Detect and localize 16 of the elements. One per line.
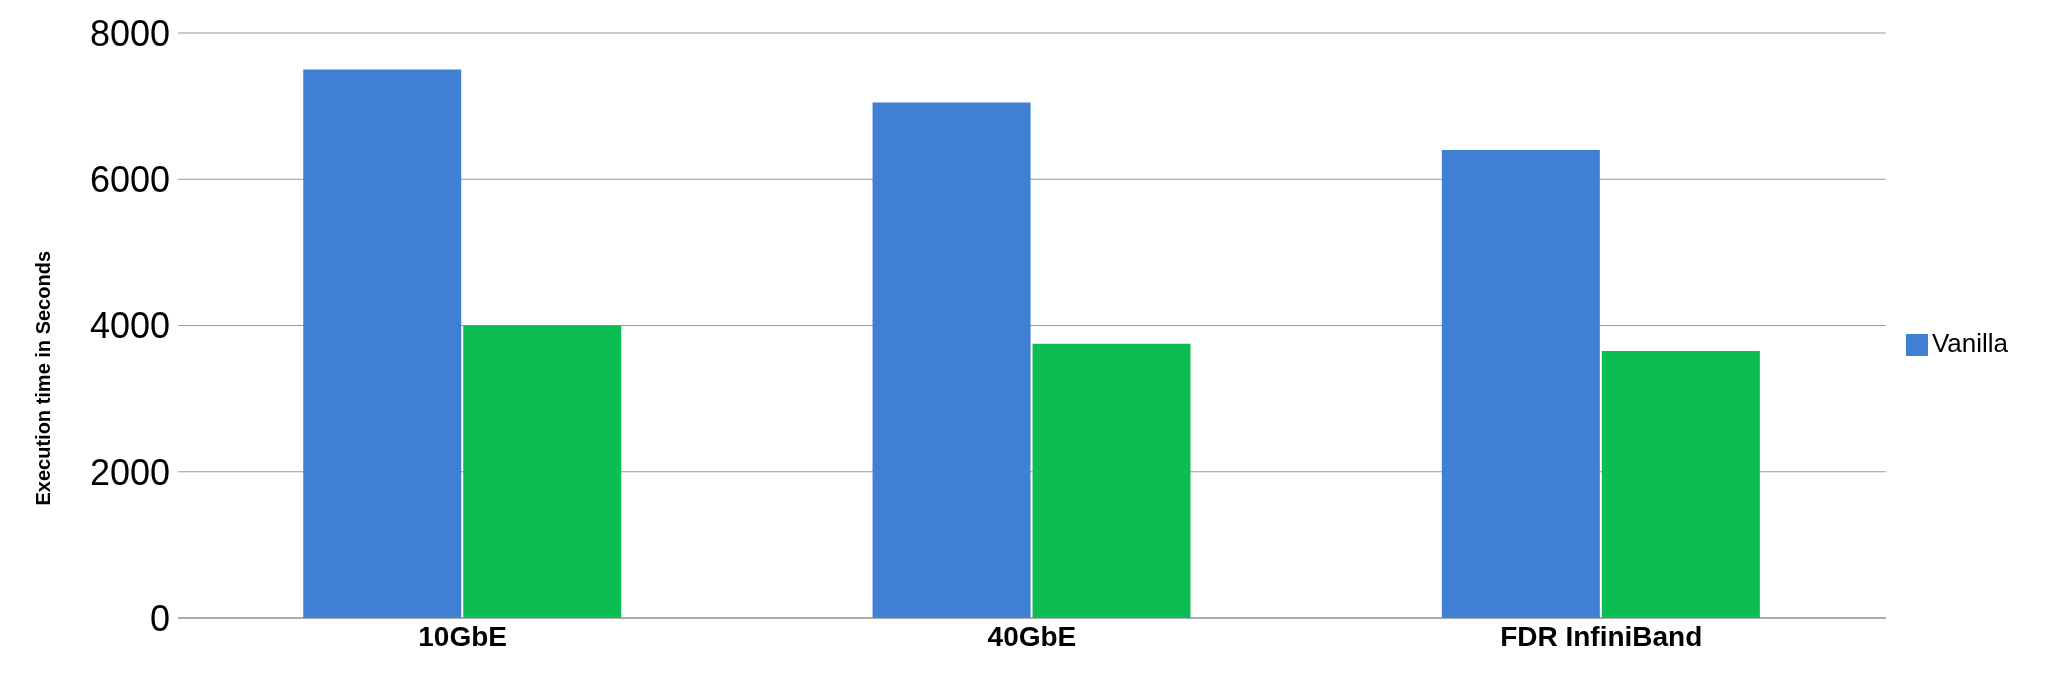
bar bbox=[303, 69, 462, 618]
bar bbox=[1601, 351, 1760, 618]
y-tick-label: 8000 bbox=[89, 12, 170, 54]
legend-label: Vanilla bbox=[1931, 327, 2008, 358]
bar bbox=[1441, 150, 1600, 618]
x-tick-label: FDR InfiniBand bbox=[1500, 620, 1703, 652]
y-tick-label: 6000 bbox=[89, 159, 170, 201]
x-tick-label: 10GbE bbox=[418, 620, 507, 652]
x-tick-label: 40GbE bbox=[987, 620, 1077, 652]
bar bbox=[463, 325, 622, 618]
y-tick-label: 2000 bbox=[89, 451, 170, 493]
bar bbox=[872, 102, 1031, 618]
y-tick-label: 4000 bbox=[89, 305, 170, 347]
y-axis-title: Execution time in Seconds bbox=[32, 250, 55, 506]
bar bbox=[1032, 343, 1191, 618]
y-tick-label: 0 bbox=[149, 597, 170, 639]
